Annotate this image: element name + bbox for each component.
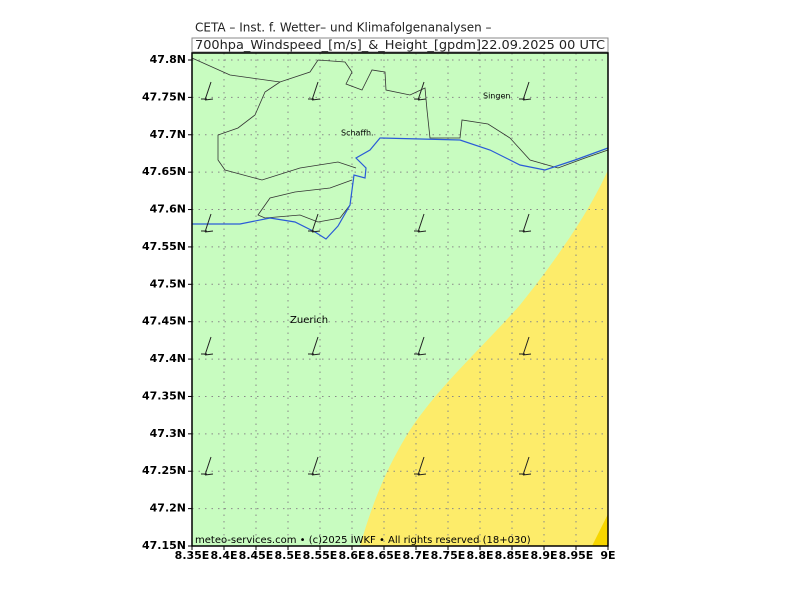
x-tick-label: 8.55E [303, 549, 338, 562]
rivers [192, 137, 609, 240]
place-label: Singen [483, 92, 510, 101]
grid [192, 53, 608, 546]
borders [191, 57, 609, 223]
x-tick-label: 8.35E [175, 549, 210, 562]
wind-barb [414, 336, 427, 356]
wind-barb [201, 81, 214, 101]
y-tick-label: 47.55N [142, 240, 186, 253]
x-tick-label: 8.95E [559, 549, 594, 562]
wind-barb [201, 213, 214, 233]
wind-barb [201, 456, 214, 476]
x-tick-label: 8.8E [466, 549, 493, 562]
y-tick-label: 47.4N [150, 352, 186, 365]
y-tick-label: 47.8N [150, 53, 186, 66]
wind-barb [414, 213, 427, 233]
x-tick-label: 8.65E [367, 549, 402, 562]
x-tick-label: 8.6E [338, 549, 365, 562]
wind-barb [519, 336, 532, 356]
x-tick-label: 8.5E [274, 549, 301, 562]
field-mid [360, 170, 608, 546]
x-tick-label: 8.45E [239, 549, 274, 562]
header-subtitle: 700hpa_Windspeed_[m/s]_&_Height_[gpdm]22… [195, 38, 605, 52]
field-high [592, 514, 608, 546]
x-tick-label: 8.7E [402, 549, 429, 562]
wind-barb [519, 213, 532, 233]
y-tick-label: 47.15N [142, 539, 186, 552]
x-tick-label: 8.85E [495, 549, 530, 562]
y-tick-label: 47.45N [142, 315, 186, 328]
x-tick-label: 9E [600, 549, 615, 562]
x-tick-label: 8.75E [431, 549, 466, 562]
y-tick-label: 47.7N [150, 128, 186, 141]
y-tick-label: 47.25N [142, 464, 186, 477]
y-tick-label: 47.65N [142, 165, 186, 178]
y-tick-label: 47.3N [150, 427, 186, 440]
wind-barb [519, 456, 532, 476]
footer: meteo-services.com • (c)2025 IWKF • All … [195, 535, 531, 546]
wind-barb [519, 81, 532, 101]
y-tick-label: 47.5N [150, 277, 186, 290]
x-tick-label: 8.4E [210, 549, 237, 562]
place-label: Schaffh. [341, 129, 374, 138]
y-tick-label: 47.75N [142, 90, 186, 103]
header-box [191, 37, 609, 53]
y-tick-label: 47.6N [150, 203, 186, 216]
y-tick-label: 47.2N [150, 502, 186, 515]
frame [191, 52, 609, 547]
wind-barb [308, 213, 321, 233]
wind-barb [308, 81, 321, 101]
wind-barb [308, 336, 321, 356]
header-title: CETA – Inst. f. Wetter– und Klimafolgena… [195, 21, 492, 35]
wind-barb [414, 456, 427, 476]
x-tick-label: 8.9E [530, 549, 557, 562]
place-label: Zuerich [290, 315, 328, 326]
wind-barb [414, 81, 427, 101]
wind-barbs [201, 81, 532, 476]
wind-barb [308, 456, 321, 476]
wind-barb [201, 336, 214, 356]
y-tick-label: 47.35N [142, 389, 186, 402]
